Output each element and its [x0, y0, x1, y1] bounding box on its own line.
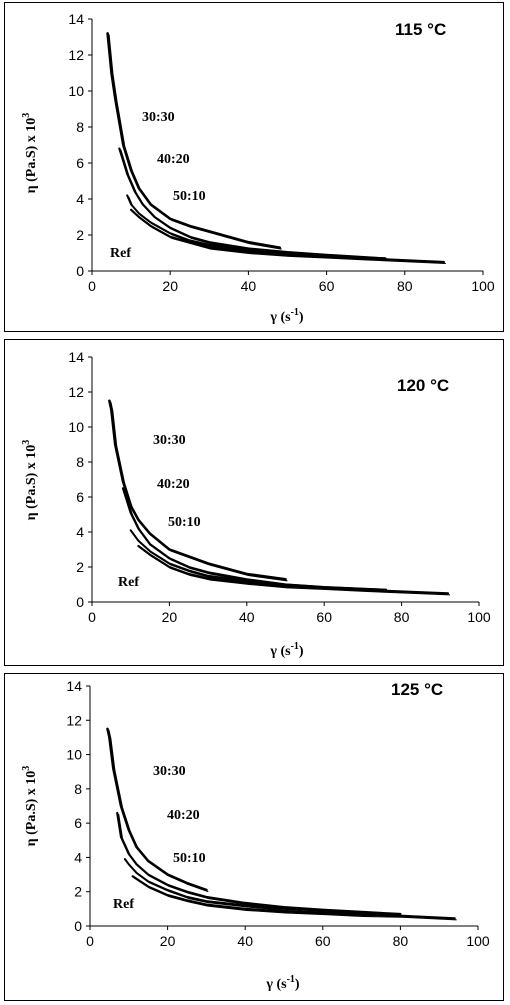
x-tick-label: 0 — [88, 609, 96, 625]
series-annotation: 40:20 — [157, 152, 190, 167]
series-line-ref-trace — [133, 877, 457, 921]
series-line-30-30-trace — [108, 34, 282, 250]
series-annotation: 30:30 — [142, 110, 175, 125]
series-annotation: 50:10 — [168, 515, 201, 530]
series-annotation: 50:10 — [173, 189, 206, 204]
y-tick-label: 6 — [76, 155, 84, 171]
y-tick-label: 14 — [66, 678, 82, 694]
y-tick-label: 14 — [68, 11, 84, 27]
y-tick-label: 12 — [66, 712, 82, 728]
y-tick-label: 0 — [74, 918, 82, 934]
x-tick-label: 40 — [241, 278, 257, 294]
series-line-30-30 — [106, 32, 282, 249]
y-tick-label: 2 — [76, 227, 84, 243]
y-tick-label: 14 — [68, 349, 84, 365]
y-tick-label: 2 — [74, 884, 82, 900]
y-tick-label: 8 — [76, 454, 84, 470]
y-tick-label: 0 — [76, 263, 84, 279]
y-axis-label: η (Pa.S) x 103 — [21, 766, 39, 847]
x-tick-label: 80 — [397, 278, 413, 294]
chart-svg: 0 2 4 6 8 10 12 14 0 20 40 60 80 100 125 °C γ (s-1) η (P… — [21, 678, 490, 992]
series-line-ref-trace — [132, 210, 446, 265]
chart-svg: 0 2 4 6 8 10 12 14 0 20 40 60 80 100 115 °C γ (s-1) η (P… — [21, 11, 495, 325]
x-tick-label: 20 — [162, 609, 178, 625]
y-tick-label: 8 — [74, 781, 82, 797]
x-tick-label: 100 — [466, 933, 490, 949]
y-tick-label: 10 — [68, 419, 84, 435]
x-tick-label: 80 — [394, 609, 410, 625]
series-line-50-10-trace — [125, 860, 403, 917]
series-annotation: Ref — [113, 897, 134, 912]
x-axis-label: γ (s-1) — [269, 641, 304, 659]
x-tick-label: 100 — [471, 278, 495, 294]
series-line-30-30-trace — [108, 729, 209, 893]
chart-svg: 0 2 4 6 8 10 12 14 0 20 40 60 80 100 120 °C γ (s-1) η (P… — [21, 349, 491, 659]
y-tick-label: 8 — [76, 119, 84, 135]
chart-title: 120 °C — [397, 376, 449, 395]
y-tick-label: 6 — [74, 815, 82, 831]
series-line-40-20 — [116, 811, 402, 916]
chart-title: 115 °C — [395, 20, 446, 39]
series-line-30-30 — [106, 727, 208, 892]
series-line-50-10 — [123, 858, 402, 916]
series-annotation: 40:20 — [157, 477, 190, 492]
x-tick-label: 0 — [88, 278, 96, 294]
y-axis-label: η (Pa.S) x 103 — [21, 440, 39, 521]
series-annotation: Ref — [110, 246, 131, 261]
y-tick-label: 2 — [76, 559, 84, 575]
y-tick-label: 4 — [76, 191, 84, 207]
series-line-ref-trace — [139, 546, 451, 596]
series-annotation: 30:30 — [153, 764, 186, 779]
y-tick-label: 0 — [76, 594, 84, 610]
x-tick-label: 60 — [319, 278, 335, 294]
y-tick-label: 10 — [66, 747, 82, 763]
series-annotation: 50:10 — [173, 851, 206, 866]
x-axis-label: γ (s-1) — [269, 307, 304, 325]
x-tick-label: 40 — [239, 609, 255, 625]
series-line-40-20-trace — [118, 813, 403, 917]
chart-panel-115: 0 2 4 6 8 10 12 14 0 20 40 60 80 100 115 °C γ (s-1) η (P… — [4, 2, 504, 332]
x-tick-label: 60 — [315, 933, 331, 949]
series-line-40-20 — [118, 147, 387, 260]
series-annotation: Ref — [118, 575, 139, 590]
series-annotation: 30:30 — [153, 433, 186, 448]
chart-panel-125: 0 2 4 6 8 10 12 14 0 20 40 60 80 100 125 °C γ (s-1) η (P… — [4, 673, 504, 1001]
x-tick-label: 80 — [393, 933, 409, 949]
series-line-ref — [131, 875, 456, 920]
y-tick-label: 6 — [76, 489, 84, 505]
series-line-30-30 — [108, 399, 287, 581]
x-tick-label: 0 — [86, 933, 94, 949]
x-tick-label: 60 — [316, 609, 332, 625]
chart-panel-120: 0 2 4 6 8 10 12 14 0 20 40 60 80 100 120 °C γ (s-1) η (P… — [4, 339, 504, 666]
series-line-30-30-trace — [110, 401, 288, 582]
x-tick-label: 40 — [237, 933, 253, 949]
chart-title: 125 °C — [391, 680, 443, 699]
x-tick-label: 20 — [160, 933, 176, 949]
y-tick-label: 4 — [76, 524, 84, 540]
x-axis-label: γ (s-1) — [265, 974, 300, 992]
x-tick-label: 100 — [467, 609, 491, 625]
y-tick-label: 12 — [68, 384, 84, 400]
series-annotation: 40:20 — [167, 808, 200, 823]
y-tick-label: 10 — [68, 83, 84, 99]
y-axis-label: η (Pa.S) x 103 — [21, 113, 39, 194]
y-tick-label: 12 — [68, 47, 84, 63]
x-tick-label: 20 — [162, 278, 178, 294]
y-tick-label: 4 — [74, 849, 82, 865]
